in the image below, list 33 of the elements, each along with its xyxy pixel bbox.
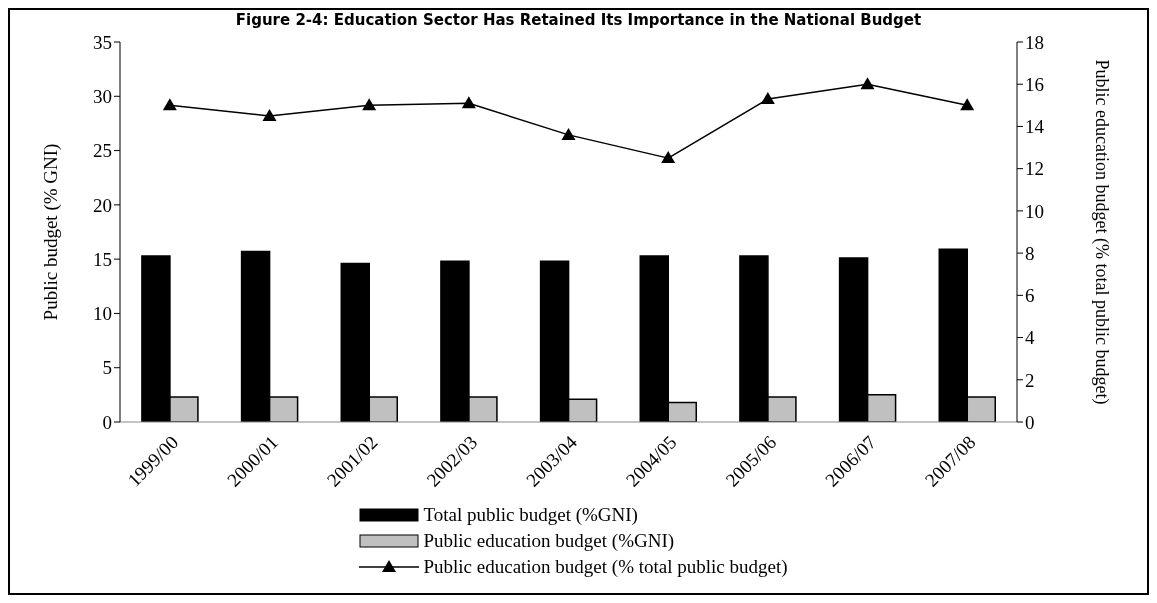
point <box>760 92 775 104</box>
chart-title: Figure 2-4: Education Sector Has Retained Its Importance in the National Budget <box>234 10 923 30</box>
point <box>461 96 476 109</box>
y2-tick-label: 16 <box>1025 73 1044 95</box>
legend-label: Public education budget (% total public budget) <box>423 556 788 578</box>
y-tick-label: 30 <box>93 86 112 108</box>
y2-tick-label: 4 <box>1025 327 1035 349</box>
y2-tick-label: 8 <box>1025 242 1035 264</box>
y2-tick-label: 0 <box>1025 411 1035 433</box>
y2-tick-label: 18 <box>1025 31 1044 53</box>
y2-tick-label: 2 <box>1025 369 1035 391</box>
y-tick-label: 0 <box>102 411 112 433</box>
y-tick-label: 25 <box>93 140 112 162</box>
legend-label: Public education budget (%GNI) <box>423 530 675 552</box>
y2-tick-label: 6 <box>1025 285 1035 307</box>
y-tick-label: 10 <box>93 303 112 325</box>
y-tick-label: 15 <box>93 248 112 270</box>
y-tick-label: 35 <box>93 31 112 53</box>
point <box>561 127 576 140</box>
point <box>960 98 975 111</box>
point <box>162 98 177 111</box>
y-axis-title: Public budget (% GNI) <box>39 143 62 321</box>
y2-tick-label: 10 <box>1025 200 1044 222</box>
y-tick-label: 5 <box>102 357 112 379</box>
y2-axis-title: Public education budget (% total public budget) <box>1090 59 1112 405</box>
y-tick-label: 20 <box>93 194 112 216</box>
point <box>262 108 277 121</box>
point <box>661 151 676 164</box>
point <box>860 77 875 90</box>
point <box>362 98 377 111</box>
y2-tick-label: 14 <box>1025 116 1045 138</box>
legend-label: Total public budget (%GNI) <box>423 504 638 526</box>
y2-tick-label: 12 <box>1025 158 1044 180</box>
